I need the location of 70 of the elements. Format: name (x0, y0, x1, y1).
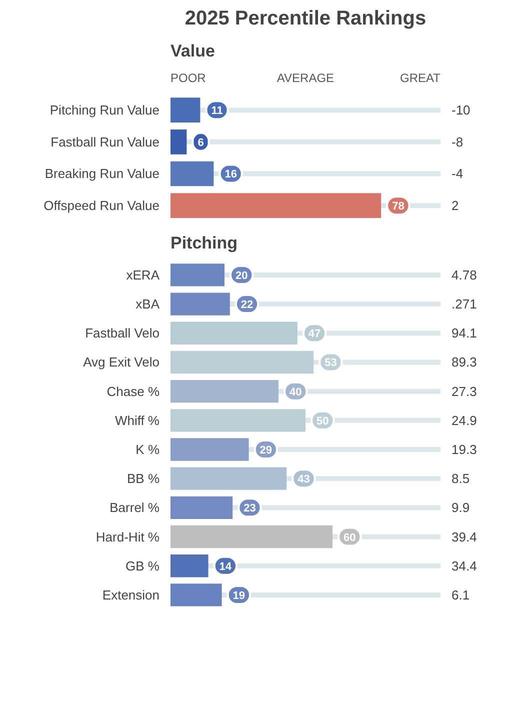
bar (170, 322, 298, 344)
text: 9.9 (452, 500, 470, 516)
data-label: 20 (236, 270, 248, 282)
y-tick-label: xERA (126, 267, 160, 282)
chart-title: Pitching (170, 234, 238, 252)
data-label: 14 (219, 560, 232, 573)
text: 39.4 (452, 529, 477, 544)
data-label: 11 (211, 105, 223, 118)
text: POOR (170, 71, 206, 86)
bar (170, 584, 222, 606)
bar (170, 264, 224, 286)
data-label: 78 (392, 200, 404, 213)
bar (170, 467, 287, 490)
y-tick-label: Avg Exit Velo (83, 354, 160, 370)
y-tick-label: GB % (126, 558, 160, 574)
y-tick-label: Pitching Run Value (50, 102, 160, 118)
text: 89.3 (452, 354, 477, 370)
bar (170, 129, 187, 154)
text: 8.5 (452, 471, 470, 486)
bar (170, 554, 208, 578)
data-label: 19 (232, 590, 246, 602)
bar (170, 525, 332, 548)
data-label: 43 (298, 474, 310, 486)
text: 2 (452, 198, 459, 214)
text: 19.3 (452, 442, 477, 457)
y-tick-label: K % (136, 442, 160, 457)
y-tick-label: Breaking Run Value (44, 166, 160, 182)
text: -8 (452, 134, 464, 150)
data-label: 22 (240, 299, 254, 312)
y-tick-label: Whiff % (114, 412, 160, 428)
bar (170, 292, 230, 316)
y-tick-label: xBA (136, 296, 160, 312)
chart-title: 2025 Percentile Rankings (184, 8, 426, 30)
text: 27.3 (452, 384, 477, 399)
bar (170, 161, 214, 186)
bar (170, 409, 306, 432)
data-label: 53 (324, 357, 337, 370)
text: 4.78 (452, 267, 477, 282)
bar (170, 496, 233, 520)
data-label: 60 (344, 532, 356, 544)
data-label: 6 (198, 136, 204, 149)
data-label: 47 (308, 328, 321, 340)
bar (170, 350, 314, 374)
text: 94.1 (452, 326, 477, 341)
bar (170, 193, 382, 218)
bar (170, 438, 249, 461)
y-tick-label: Offspeed Run Value (44, 198, 160, 214)
y-tick-label: Fastball Run Value (50, 134, 160, 150)
data-label: 29 (260, 444, 272, 456)
text: AVERAGE (276, 71, 334, 86)
text: .271 (452, 296, 477, 312)
text: GREAT (400, 71, 442, 86)
text: 24.9 (452, 412, 477, 428)
data-label: 40 (290, 386, 302, 398)
text: -4 (452, 166, 464, 182)
y-tick-label: Extension (102, 587, 160, 602)
y-tick-label: Barrel % (110, 500, 160, 516)
bar (170, 98, 200, 122)
y-tick-label: BB % (126, 471, 160, 486)
data-label: 23 (244, 502, 256, 515)
data-label: 50 (316, 415, 329, 428)
text: 6.1 (452, 587, 470, 602)
y-tick-label: Chase % (106, 384, 160, 399)
data-label: 16 (224, 168, 237, 181)
text: 34.4 (452, 558, 477, 574)
bar (170, 380, 278, 403)
text: -10 (452, 102, 470, 118)
y-tick-label: Fastball Velo (85, 326, 160, 341)
y-tick-label: Hard-Hit % (96, 529, 160, 544)
chart-subtitle: Value (170, 42, 215, 60)
